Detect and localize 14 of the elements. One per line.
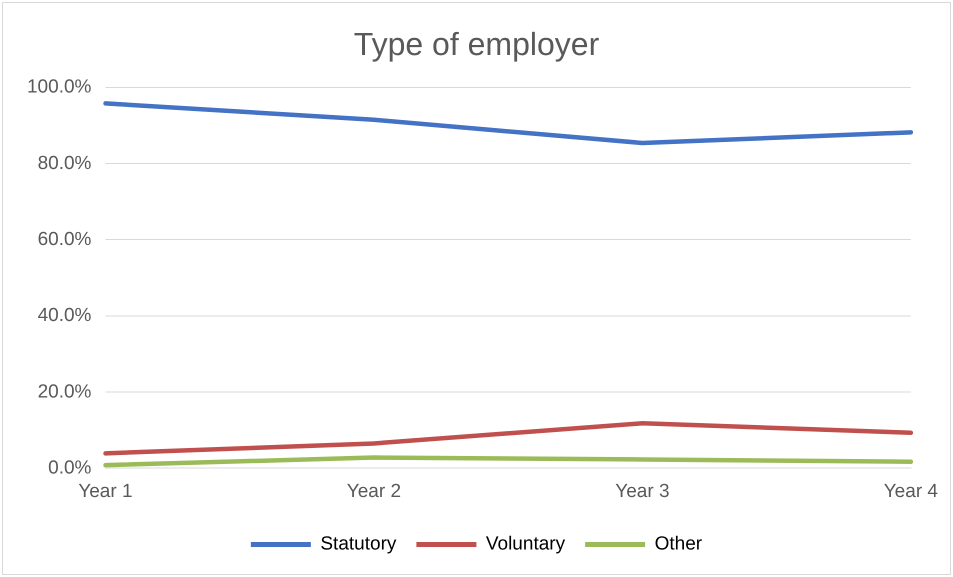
y-tick-label: 80.0% — [38, 152, 92, 174]
y-tick-label: 60.0% — [38, 228, 92, 250]
y-tick-label: 40.0% — [38, 305, 92, 326]
y-tick-label: 20.0% — [38, 381, 92, 402]
legend-label: Voluntary — [486, 534, 566, 555]
y-tick-label: 100.0% — [26, 76, 92, 98]
x-tick-label: Year 1 — [78, 480, 133, 502]
x-tick-label: Year 3 — [615, 480, 670, 502]
legend-label: Statutory — [320, 534, 397, 555]
y-tick-label: 0.0% — [48, 457, 92, 478]
x-tick-label: Year 2 — [346, 480, 402, 502]
chart-title: Type of employer — [354, 26, 600, 62]
x-tick-label: Year 4 — [884, 480, 938, 502]
legend-label: Other — [654, 534, 703, 555]
